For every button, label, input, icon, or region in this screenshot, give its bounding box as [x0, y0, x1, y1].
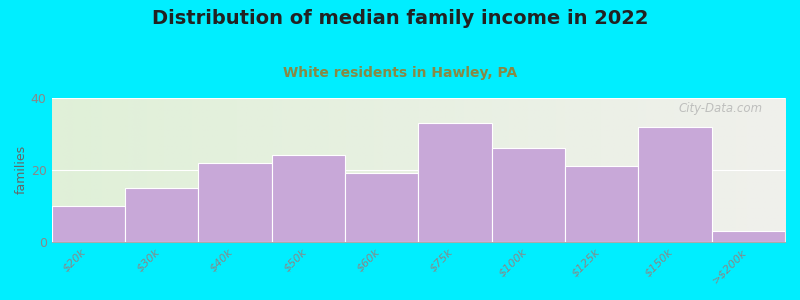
Text: City-Data.com: City-Data.com — [679, 102, 763, 115]
Y-axis label: families: families — [15, 145, 28, 194]
Bar — [418, 123, 492, 242]
Bar — [565, 166, 638, 242]
Bar — [198, 163, 271, 242]
Bar — [345, 173, 418, 242]
Text: Distribution of median family income in 2022: Distribution of median family income in … — [152, 9, 648, 28]
Bar — [712, 231, 785, 242]
Bar — [492, 148, 565, 242]
Text: White residents in Hawley, PA: White residents in Hawley, PA — [283, 66, 517, 80]
Bar — [125, 188, 198, 242]
Bar — [638, 127, 712, 242]
Bar — [51, 206, 125, 242]
Bar — [271, 155, 345, 242]
